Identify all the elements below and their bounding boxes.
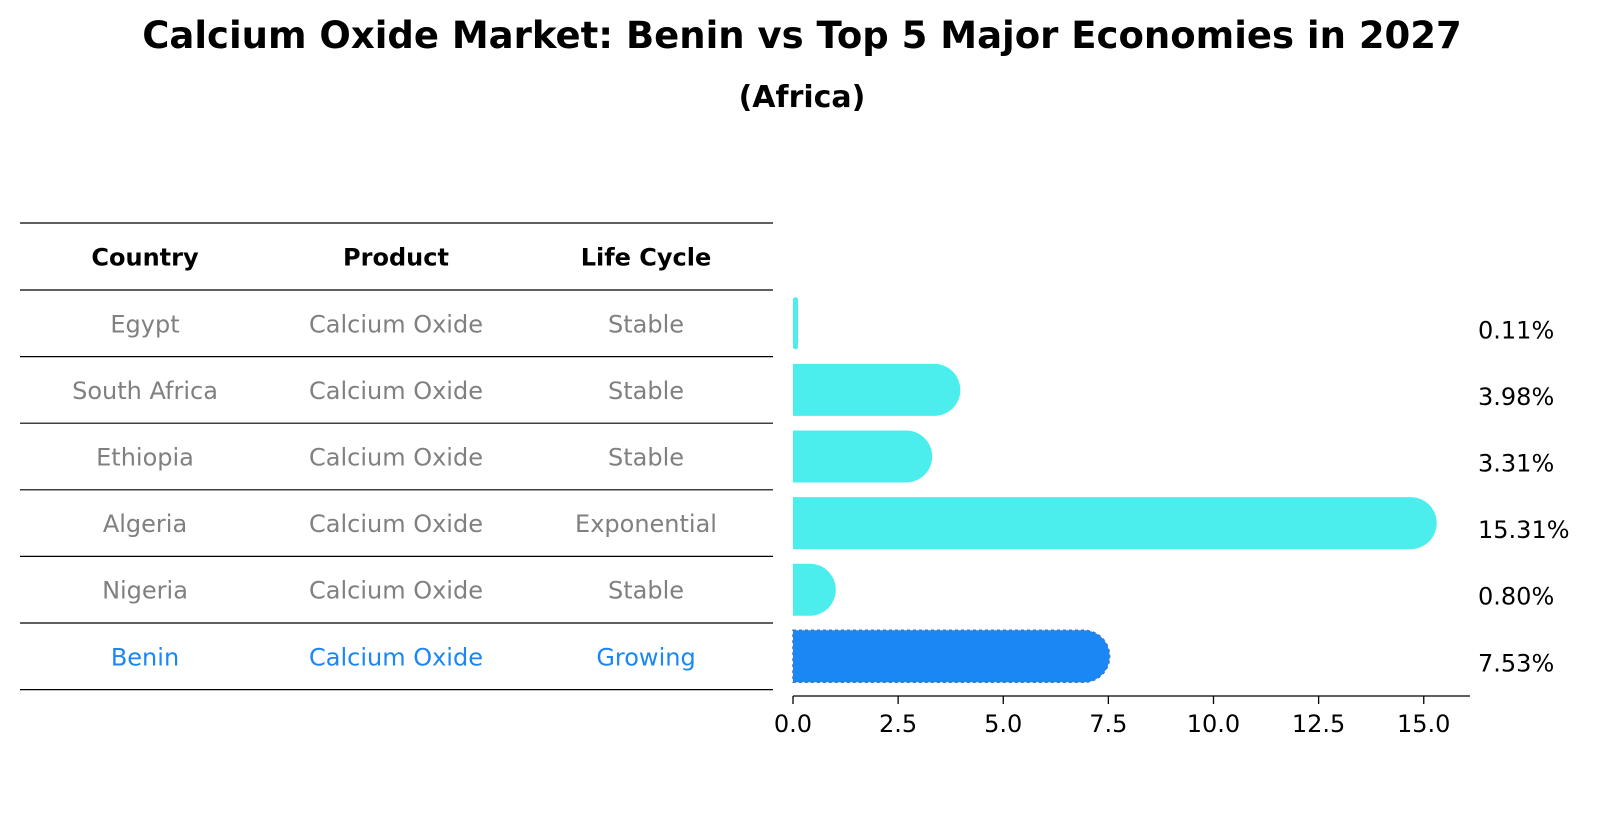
table-cell-product-nigeria: Calcium Oxide (309, 577, 483, 605)
table-cell-product-ethiopia: Calcium Oxide (309, 444, 483, 472)
bar-benin (792, 629, 1111, 684)
chart-title: Calcium Oxide Market: Benin vs Top 5 Maj… (142, 14, 1462, 57)
table-cell-country-south-africa: South Africa (72, 377, 218, 405)
table-cell-country-algeria: Algeria (103, 510, 187, 538)
x-tick-label: 5.0 (984, 710, 1022, 738)
data-label-algeria: 15.31% (1478, 516, 1570, 544)
table-header-life-cycle: Life Cycle (581, 244, 712, 272)
table-cell-product-benin: Calcium Oxide (309, 643, 483, 671)
x-tick-label: 15.0 (1397, 710, 1450, 738)
x-tick-label: 0.0 (774, 710, 812, 738)
bar-algeria (793, 497, 1437, 550)
data-label-ethiopia: 3.31% (1478, 450, 1554, 478)
data-label-egypt: 0.11% (1478, 316, 1554, 344)
table-cell-country-nigeria: Nigeria (102, 577, 188, 605)
data-label-benin: 7.53% (1478, 649, 1554, 677)
table-cell-life-cycle-egypt: Stable (608, 310, 684, 338)
table-cell-country-benin: Benin (111, 643, 179, 671)
table-cell-product-south-africa: Calcium Oxide (309, 377, 483, 405)
bar-south-africa (793, 363, 961, 416)
data-label-south-africa: 3.98% (1478, 383, 1554, 411)
table-cell-country-ethiopia: Ethiopia (96, 444, 194, 472)
table-cell-life-cycle-benin: Growing (596, 643, 695, 671)
x-tick-label: 12.5 (1292, 710, 1345, 738)
x-tick-label: 10.0 (1187, 710, 1240, 738)
data-label-nigeria: 0.80% (1478, 583, 1554, 611)
bar-egypt (793, 297, 798, 350)
x-tick-label: 2.5 (879, 710, 917, 738)
table-cell-product-egypt: Calcium Oxide (309, 310, 483, 338)
x-tick-label: 7.5 (1089, 710, 1127, 738)
table-cell-life-cycle-south-africa: Stable (608, 377, 684, 405)
table-cell-country-egypt: Egypt (110, 310, 179, 338)
table-header-country: Country (91, 244, 199, 272)
chart-subtitle: (Africa) (738, 80, 866, 115)
bar-nigeria (793, 563, 836, 616)
table-cell-life-cycle-ethiopia: Stable (608, 444, 684, 472)
bar-ethiopia (793, 430, 933, 483)
table-header-product: Product (343, 244, 449, 272)
table-cell-life-cycle-nigeria: Stable (608, 577, 684, 605)
table-cell-product-algeria: Calcium Oxide (309, 510, 483, 538)
table-cell-life-cycle-algeria: Exponential (575, 510, 717, 538)
